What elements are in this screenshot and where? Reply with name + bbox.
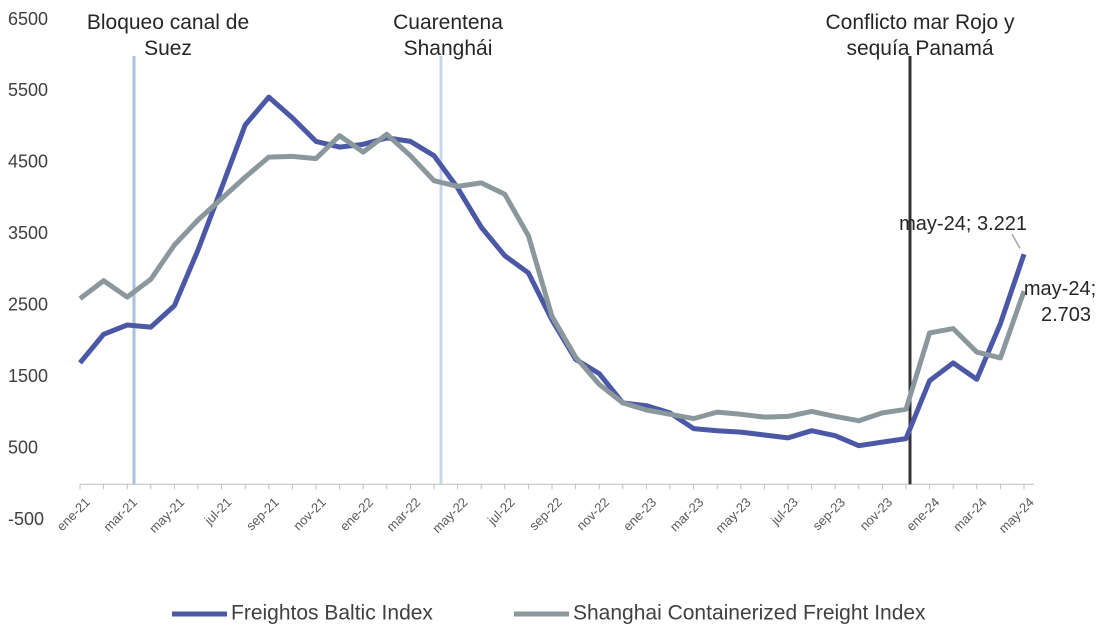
x-tick-label: jul-23	[767, 495, 801, 529]
x-tick-label: jul-21	[201, 495, 235, 529]
x-tick-label: jul-22	[484, 495, 518, 529]
y-tick-label: 4500	[8, 152, 48, 172]
data-label: may-24; 2.703	[1024, 278, 1096, 326]
x-tick-label: may-23	[712, 495, 753, 536]
x-tick-label: ene-24	[903, 495, 942, 534]
y-tick-label: 5500	[8, 80, 48, 100]
data-label: may-24; 3.221	[899, 213, 1027, 235]
legend-label: Shanghai Containerized Freight Index	[573, 602, 926, 625]
y-tick-label: 2500	[8, 294, 48, 314]
y-tick-label: -500	[8, 509, 44, 529]
x-tick-label: sep-22	[526, 495, 565, 534]
x-tick-label: may-21	[146, 495, 187, 536]
x-tick-label: ene-22	[337, 495, 376, 534]
x-tick-label: sep-23	[809, 495, 848, 534]
series-line	[78, 131, 1027, 424]
series-line	[78, 94, 1027, 449]
annotation: sequía Panamá	[846, 37, 993, 60]
x-tick-label: may-22	[429, 495, 470, 536]
data-label-line: may-24;	[1024, 278, 1096, 300]
x-tick-label: mar-22	[384, 495, 424, 535]
annotation: Bloqueo canal de	[87, 11, 249, 34]
annotation: Shanghái	[404, 37, 493, 60]
x-tick-label: nov-23	[857, 495, 896, 534]
x-tick-label: nov-22	[573, 495, 612, 534]
x-tick-label: nov-21	[290, 495, 329, 534]
y-tick-label: 6500	[8, 9, 48, 29]
legend-label: Freightos Baltic Index	[231, 602, 433, 625]
x-tick-label: sep-21	[243, 495, 282, 534]
x-tick-label: ene-21	[54, 495, 93, 534]
leader-line	[1011, 233, 1021, 249]
y-tick-label: 3500	[8, 223, 48, 243]
x-tick-label: mar-21	[100, 495, 140, 535]
x-tick-label: mar-24	[950, 495, 990, 535]
y-tick-label: 500	[8, 437, 38, 457]
data-label-line: 2.703	[1041, 304, 1091, 326]
x-tick-label: mar-23	[667, 495, 707, 535]
y-tick-label: 1500	[8, 366, 48, 386]
annotation: Conflicto mar Rojo y	[825, 11, 1015, 34]
x-tick-label: may-24	[996, 495, 1037, 536]
annotation: Suez	[144, 37, 192, 60]
x-tick-label: ene-23	[620, 495, 659, 534]
annotation: Cuarentena	[393, 11, 503, 34]
